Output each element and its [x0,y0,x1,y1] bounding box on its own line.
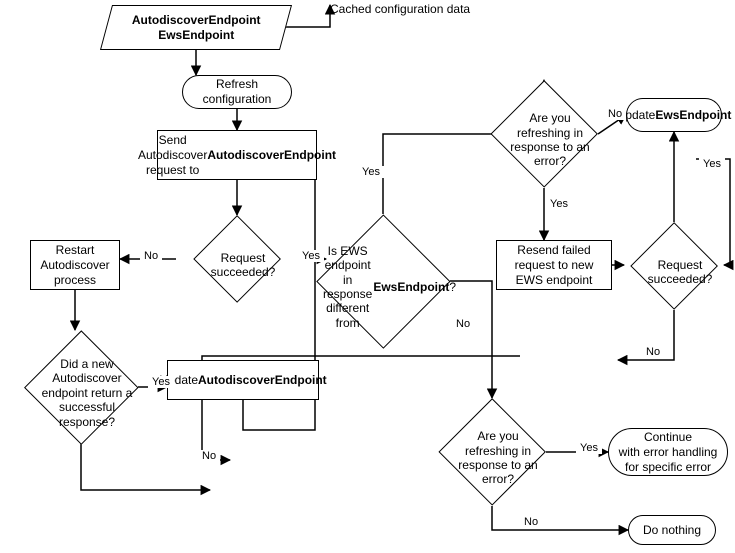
pill-do_nothing: Do nothing [628,515,716,545]
parallelogram-cached_data: AutodiscoverEndpointEwsEndpoint [100,5,292,50]
flowchart-canvas: AutodiscoverEndpointEwsEndpoint Cached co… [0,0,735,553]
rect-resend_failed: Resend failedrequest to newEWS endpoint [496,240,612,290]
edge-label-yes_ews: Yes [358,166,384,178]
label-cached_label: Cached configuration data [330,2,510,16]
pill-update_ews_ep: UpdateEwsEndpoint [626,98,722,132]
decision-err_refresh_top: Are yourefreshing inresponse to anerror? [506,96,582,172]
edge-label-no_err_bot: No [520,516,542,528]
edge-label-no_auto: No [198,450,220,462]
pill-refresh_config: Refreshconfiguration [182,75,292,109]
edge-label-yes_err_bot: Yes [576,442,602,454]
rect-update_auto_ep: UpdateAutodiscoverEndpoint [167,360,319,400]
edge-label-no1: No [140,250,162,262]
rect-send_auto: Send Autodiscoverrequest toAutodiscoverE… [157,130,317,180]
rect-restart_auto: RestartAutodiscoverprocess [30,240,120,290]
decision-ews_diff: Is EWS endpointin responsedifferent from… [336,234,431,329]
decision-req_succ1: Requestsucceeded? [206,228,268,290]
edge-label-yes1: Yes [298,250,324,262]
decision-err_refresh_bot: Are yourefreshing inresponse to anerror? [454,414,530,490]
pill-continue_err: Continuewith error handlingfor specific … [608,428,728,476]
edge-label-yes_err_top: Yes [546,198,572,210]
edge-label-yes_upd: Yes [699,158,725,170]
edge-label-no_req2: No [642,346,664,358]
edge-label-yes_auto: Yes [148,376,174,388]
edge-label-no_err_top: No [604,108,626,120]
edge-label-no_ews: No [452,318,474,330]
decision-req_succ2: Requestsucceeded? [643,235,705,297]
decision-new_auto_resp: Did a newAutodiscoverendpoint return asu… [41,347,122,428]
